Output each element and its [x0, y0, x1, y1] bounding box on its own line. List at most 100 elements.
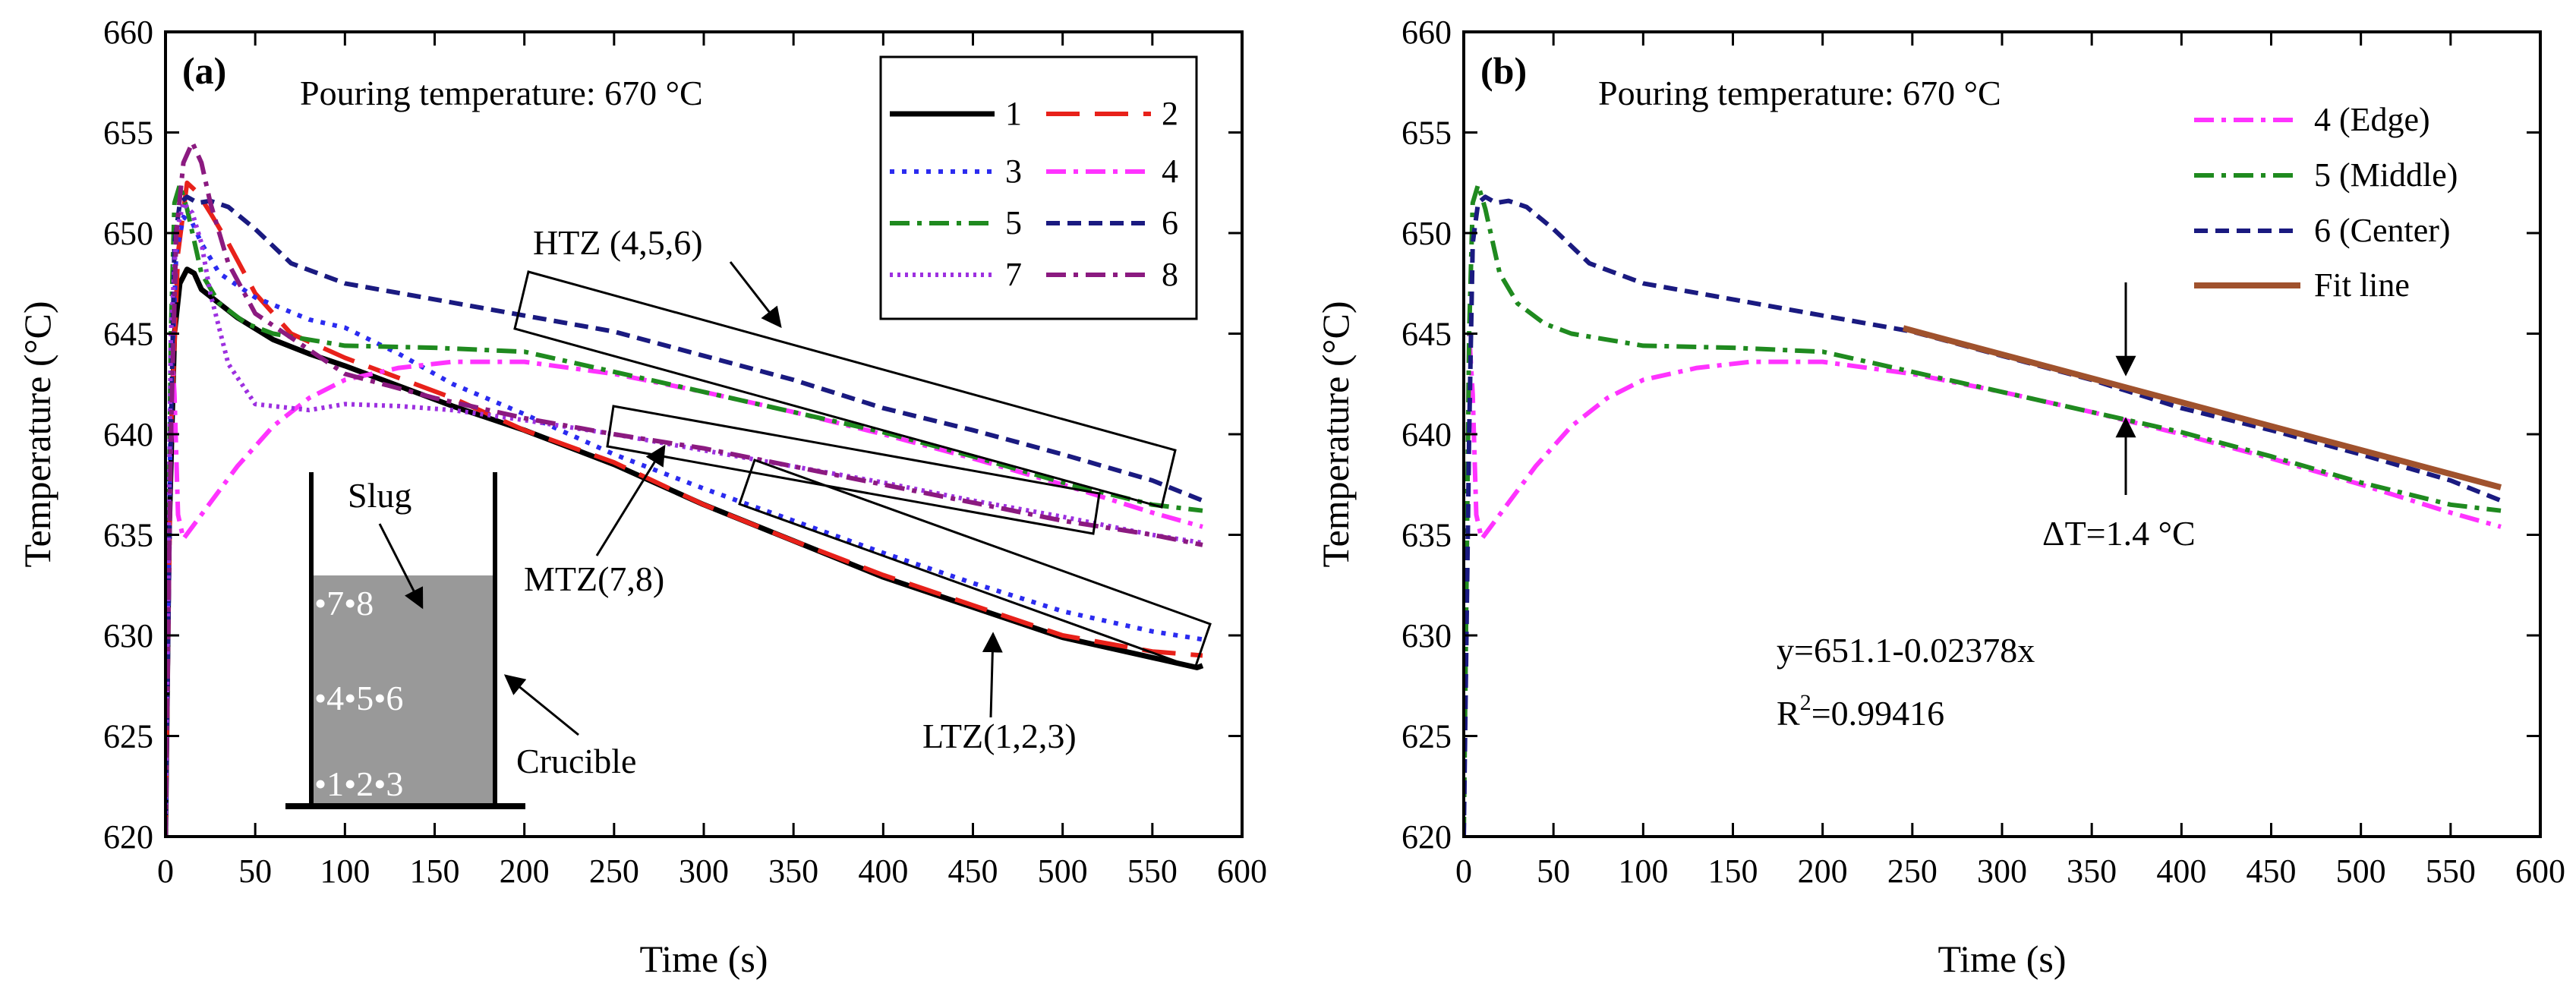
- mtz-box: [606, 405, 1101, 535]
- legend-a-label-3: 3: [1005, 153, 1022, 190]
- panel-a-ylabel: Temperature (°C): [16, 301, 58, 567]
- slug-label: Slug: [348, 476, 411, 515]
- crucible-label: Crucible: [516, 742, 636, 780]
- panel-a-xtick-label: 0: [157, 853, 174, 890]
- panel-b-xtick-label: 350: [2067, 853, 2117, 890]
- htz-label: HTZ (4,5,6): [533, 223, 703, 262]
- panel-b-ytick-label: 640: [1402, 416, 1452, 453]
- legend-a-label-8: 8: [1162, 256, 1178, 293]
- panel-a-xticks: 0 50 100 150 200 250 300 350 400 450 500 550 600: [157, 32, 1267, 890]
- panel-b-ytick-label: 635: [1402, 517, 1452, 554]
- panel-a-ytick-label: 620: [103, 818, 153, 856]
- panel-b-ytick-label: 650: [1402, 215, 1452, 252]
- mtz-label: MTZ(7,8): [524, 559, 664, 598]
- slug-arrow: [378, 523, 424, 610]
- panel-b-xticks: 0 50 100 150 200 250 300 350 400 450 500 550 600: [1455, 32, 2565, 890]
- panel-a-ytick-label: 625: [103, 718, 153, 755]
- panel-a-series-line-2: [166, 180, 1203, 837]
- legend-a-label-7: 7: [1005, 256, 1022, 293]
- panel-a-xtick-label: 200: [500, 853, 550, 890]
- panel-b-xtick-label: 100: [1618, 853, 1668, 890]
- panel-a-xtick-label: 450: [948, 853, 998, 890]
- panel-b-ytick-label: 655: [1402, 115, 1452, 152]
- legend-a-label-5: 5: [1005, 204, 1022, 241]
- panel-b-xtick-label: 600: [2515, 853, 2565, 890]
- panel-a-xtick-label: 50: [238, 853, 272, 890]
- panel-a-series: [166, 140, 1204, 837]
- ltz-box: [738, 459, 1212, 670]
- thermocouple-row-middle: •4•5•6: [314, 679, 403, 717]
- panel-b: 0 50 100 150 200 250 300 350 400 450 500 550 600 620…: [1314, 14, 2565, 980]
- panel-a-xtick-label: 600: [1217, 853, 1267, 890]
- panel-b-xtick-label: 0: [1455, 853, 1472, 890]
- delta-t-label: ΔT=1.4 °C: [2042, 514, 2196, 553]
- panel-a-xtick-label: 150: [410, 853, 460, 890]
- panel-a-ytick-label: 640: [103, 416, 153, 453]
- panel-a-xlabel: Time (s): [639, 938, 768, 980]
- panel-b-xtick-label: 50: [1537, 853, 1570, 890]
- panel-a-ytick-label: 650: [103, 215, 153, 252]
- panel-b-xtick-label: 300: [1977, 853, 2027, 890]
- htz-box: [513, 270, 1177, 509]
- panel-a-xtick-label: 100: [320, 853, 370, 890]
- panel-b-xlabel: Time (s): [1938, 938, 2066, 980]
- legend-a-label-1: 1: [1005, 95, 1022, 132]
- panel-b-ytick-label: 660: [1402, 14, 1452, 51]
- panel-b-title: Pouring temperature: 670 °C: [1598, 74, 2001, 112]
- panel-a-series-line-8: [166, 140, 1203, 837]
- legend-a-label-4: 4: [1162, 153, 1178, 190]
- legend-b-label-fit-line: Fit line: [2314, 266, 2410, 304]
- legend-a-label-6: 6: [1162, 204, 1178, 241]
- panel-b-series-line-6-center-: [1464, 194, 2502, 837]
- legend-b-label-4-edge-: 4 (Edge): [2314, 101, 2430, 138]
- panel-a-xtick-label: 250: [589, 853, 639, 890]
- panel-a-legend: 1 2 3 4 5 6 7 8: [879, 55, 1198, 320]
- panel-b-xtick-label: 500: [2336, 853, 2386, 890]
- panel-a-series-line-3: [166, 214, 1203, 837]
- ltz-label: LTZ(1,2,3): [922, 717, 1077, 755]
- panel-b-yticks: 620 625 630 635 640 645 650 655 660: [1402, 14, 2540, 856]
- ltz-arrow: [982, 632, 1003, 718]
- panel-b-plot-frame: [1462, 30, 2542, 838]
- panel-b-ytick-label: 620: [1402, 818, 1452, 856]
- panel-a-xtick-label: 300: [679, 853, 729, 890]
- mtz-arrow: [595, 444, 666, 556]
- panel-a-ytick-label: 635: [103, 517, 153, 554]
- slug-fill: [311, 575, 495, 805]
- panel-b-xtick-label: 450: [2247, 853, 2297, 890]
- panel-b-xtick-label: 200: [1798, 853, 1848, 890]
- panel-b-ytick-label: 625: [1402, 718, 1452, 755]
- htz-arrow: [729, 261, 782, 329]
- panel-b-series-line-5-middle-: [1464, 182, 2502, 837]
- panel-b-xtick-label: 150: [1708, 853, 1758, 890]
- panel-a-legend-box: [879, 55, 1198, 320]
- r-squared-base: R: [1777, 694, 1800, 733]
- panel-b-xtick-label: 250: [1887, 853, 1938, 890]
- panel-a-xtick-label: 350: [768, 853, 818, 890]
- legend-b-label-5-middle-: 5 (Middle): [2314, 156, 2458, 194]
- panel-a-title: Pouring temperature: 670 °C: [300, 74, 703, 112]
- panel-b-series: [1464, 182, 2502, 837]
- panel-b-label: (b): [1480, 49, 1527, 92]
- panel-a-xtick-label: 400: [858, 853, 908, 890]
- panel-a-xtick-label: 500: [1038, 853, 1088, 890]
- panel-a-ytick-label: 660: [103, 14, 153, 51]
- fit-equation: y=651.1-0.02378x: [1777, 631, 2035, 670]
- r-squared-value: =0.99416: [1811, 694, 1944, 733]
- panel-a-label: (a): [182, 49, 226, 92]
- thermocouple-row-top: •7•8: [314, 584, 374, 622]
- panel-a-series-line-4: [166, 331, 1203, 837]
- panel-a-xtick-label: 550: [1127, 853, 1178, 890]
- panel-a-series-line-6: [166, 194, 1204, 837]
- panel-b-ylabel: Temperature (°C): [1314, 301, 1357, 567]
- panel-b-xtick-label: 400: [2156, 853, 2206, 890]
- fit-r-squared: R2=0.99416: [1777, 690, 1944, 733]
- panel-b-series-line-fit-line: [1902, 325, 2502, 490]
- panel-b-ytick-label: 645: [1402, 316, 1452, 353]
- panel-a-ytick-label: 630: [103, 617, 153, 654]
- legend-a-label-2: 2: [1162, 95, 1178, 132]
- crucible-inset: Slug •7•8 •4•5•6 •1•2•3 Crucible: [285, 472, 636, 809]
- panel-b-ytick-label: 630: [1402, 617, 1452, 654]
